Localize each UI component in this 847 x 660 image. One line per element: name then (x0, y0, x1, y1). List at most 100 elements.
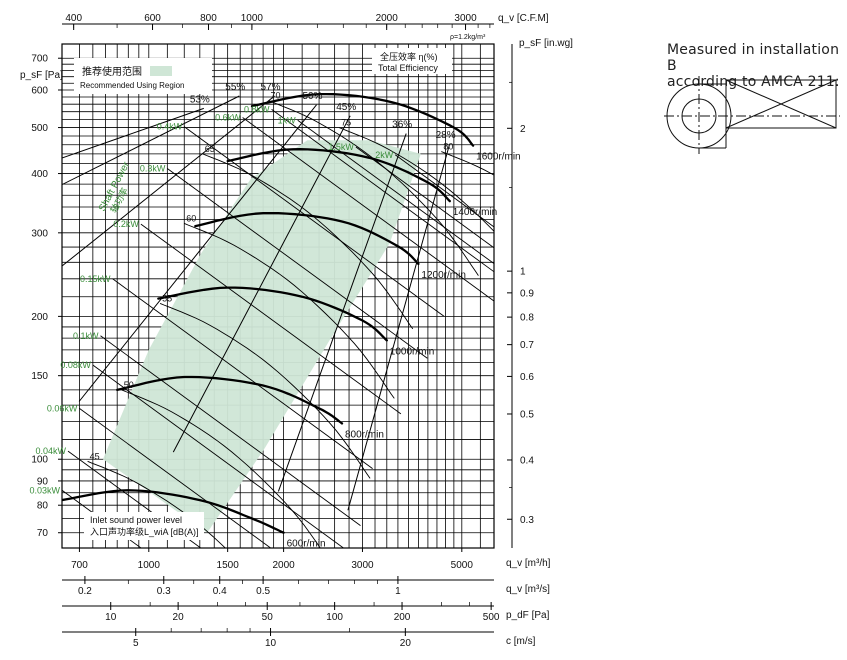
right-tick-label: 0.6 (520, 372, 534, 383)
bottom-axis-tick-label: 0.2 (78, 586, 92, 597)
efficiency-line-4 (172, 115, 351, 453)
bottom-axis-tick-label: 0.4 (213, 586, 227, 597)
sound-line-2 (159, 302, 371, 479)
bottom-axis-label: q_v [m³/s] (506, 584, 550, 595)
sound-line-6 (338, 127, 494, 232)
efficiency-legend-en: Total Efficiency (378, 63, 438, 73)
power-line-3 (92, 364, 345, 548)
bottom-axis-label: p_dF [Pa] (506, 610, 550, 621)
sound-label: 50 (124, 380, 134, 390)
y-tick-label: 400 (31, 169, 48, 180)
power-line-6 (140, 223, 402, 415)
efficiency-line-3 (78, 104, 317, 402)
efficiency-label: 57% (261, 82, 281, 93)
curves-layer (62, 92, 494, 548)
right-tick-label: 0.3 (520, 515, 534, 526)
speed-label-1400: 1400r/min (453, 207, 497, 218)
sound-line-5 (268, 100, 479, 276)
power-line-8 (184, 126, 445, 317)
bottom-axis-tick-label: 200 (394, 612, 411, 623)
top-tick-label: 2000 (376, 13, 399, 24)
power-label: 2kW (375, 150, 394, 160)
power-label: 0.08kW (60, 360, 91, 370)
sound-label: 65 (205, 144, 215, 154)
bottom-axis-tick-label: 20 (173, 612, 185, 623)
speed-curve-600 (62, 489, 285, 534)
speed-curve-1000 (157, 286, 388, 342)
y-tick-label: 80 (37, 501, 49, 512)
x-tick-label: 3000 (351, 560, 374, 571)
efficiency-label: 45% (336, 102, 356, 113)
y-tick-label: 700 (31, 54, 48, 65)
installation-diagram (664, 76, 840, 154)
top-tick-label: 800 (200, 13, 217, 24)
power-line-5 (112, 278, 373, 469)
efficiency-label: 36% (392, 120, 412, 131)
efficiency-label: 53% (190, 94, 210, 105)
top-tick-label: 1000 (241, 13, 264, 24)
right-axis-label: p_sF [in.wg] (519, 38, 573, 49)
sound-legend-box (84, 512, 204, 540)
efficiency-legend-cn: 全压效率 η(%) (380, 51, 438, 62)
right-tick-label: 1 (520, 267, 526, 278)
speed-curve-1600 (250, 92, 475, 147)
power-line-10 (271, 109, 494, 273)
y-tick-label: 70 (37, 528, 49, 539)
efficiency-line-1 (62, 95, 240, 186)
speed-curve-800 (116, 375, 344, 425)
sound-legend-cn: 入口声功率级L_wiA [dB(A)] (90, 526, 199, 537)
speed-label-1200: 1200r/min (421, 270, 465, 281)
power-line-1 (67, 450, 202, 548)
efficiency-label: 55% (225, 82, 245, 93)
region-legend-swatch (150, 66, 172, 76)
power-line-4 (100, 335, 361, 526)
efficiency-label: 28% (436, 130, 456, 141)
power-label: 0.2kW (113, 219, 139, 229)
bottom-axis-tick-label: 0.3 (157, 586, 171, 597)
top-tick-label: 3000 (454, 13, 477, 24)
duct-cross-2 (725, 79, 837, 129)
bottom-axis-label: c [m/s] (506, 636, 536, 647)
power-label: 0.4kW (157, 122, 183, 132)
region-legend-cn: 推荐使用范围 (82, 65, 142, 78)
sound-label: 45 (90, 451, 100, 461)
region-legend-en: Recommended Using Region (80, 81, 185, 90)
sound-label: 60 (186, 213, 196, 223)
bottom-axis-tick-label: 20 (400, 638, 412, 649)
recommended-region-layer (102, 140, 421, 533)
right-tick-label: 0.4 (520, 455, 534, 466)
power-line-7 (167, 168, 428, 359)
power-label: 0.15kW (80, 274, 111, 284)
region-legend-box (74, 58, 212, 94)
power-label: 0.6kW (215, 113, 241, 123)
x-tick-label: 5000 (451, 560, 474, 571)
outlet-duct (725, 79, 837, 129)
x-tick-label: 1000 (138, 560, 161, 571)
power-label: 0.04kW (35, 446, 66, 456)
bottom-axis-tick-label: 50 (262, 612, 274, 623)
top-tick-label: 600 (144, 13, 161, 24)
sound-label: 70 (270, 91, 280, 101)
recommended-region (102, 140, 421, 533)
power-label: 0.3kW (140, 163, 166, 173)
speed-label-1000: 1000r/min (390, 346, 434, 357)
power-label: 1kW (278, 115, 297, 125)
y-tick-label: 300 (31, 228, 48, 239)
sound-label: 75 (341, 118, 351, 128)
y-tick-label: 150 (31, 371, 48, 382)
power-line-12 (355, 146, 494, 249)
power-label: 1.5kW (328, 142, 354, 152)
density-note: ρ=1.2kg/m³ (450, 34, 486, 41)
bottom-axis-tick-label: 500 (483, 612, 500, 623)
efficiency-label: 50% (302, 91, 322, 102)
top-axis-label: q_v [C.F.M] (498, 13, 549, 24)
bottom-axis-tick-label: 0.5 (256, 586, 270, 597)
x-axis-label: q_v [m³/h] (506, 558, 551, 569)
right-tick-label: 0.9 (520, 288, 534, 299)
efficiency-line-5 (277, 133, 407, 492)
x-tick-label: 1500 (217, 560, 240, 571)
bottom-axis-tick-label: 10 (105, 612, 117, 623)
bottom-axis-tick-label: 100 (326, 612, 343, 623)
